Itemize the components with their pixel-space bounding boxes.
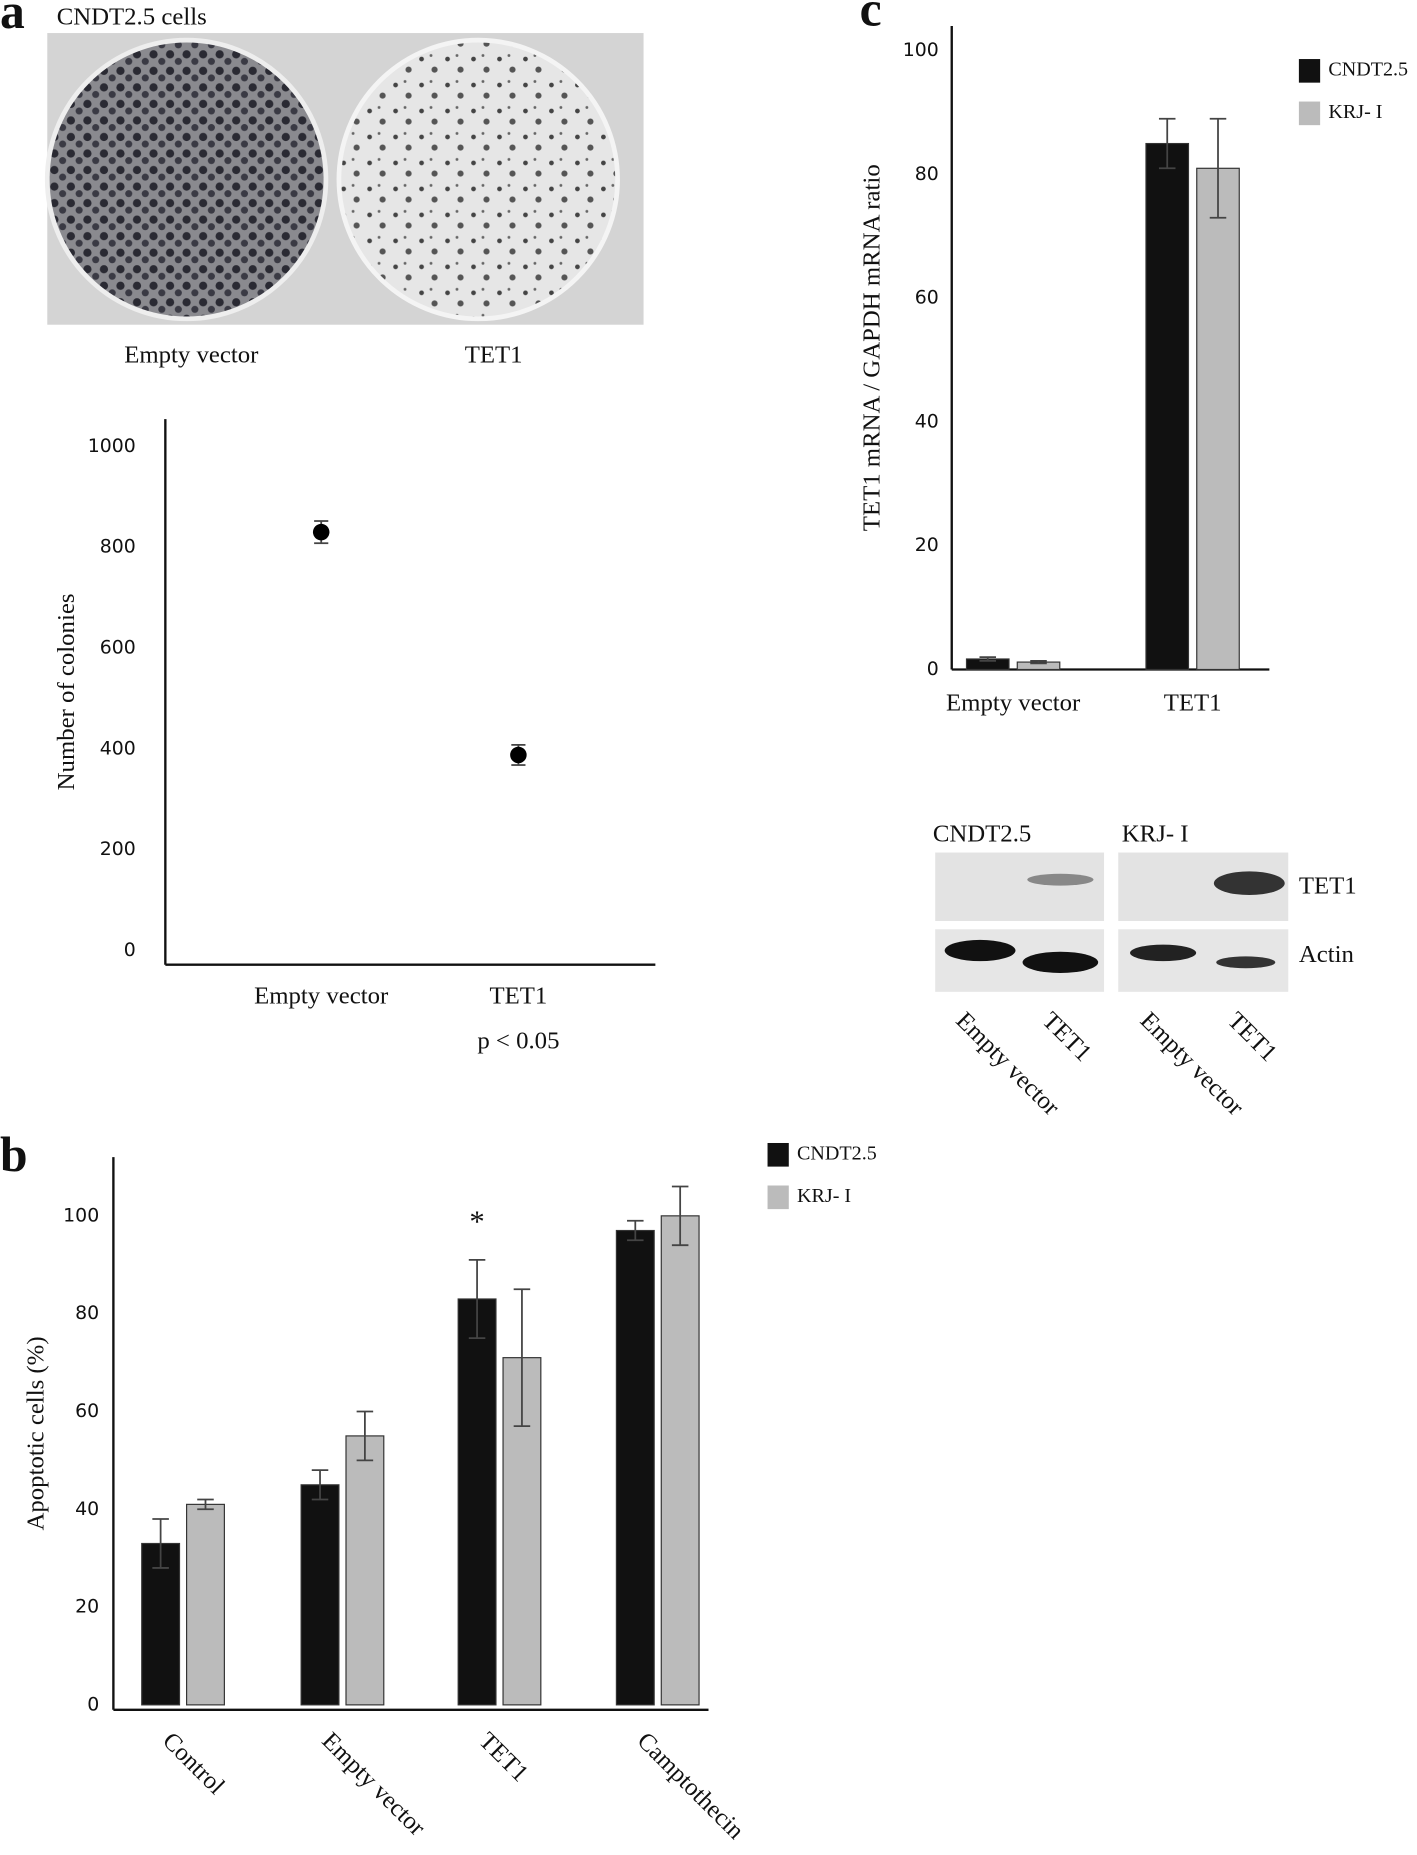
bar (660, 1215, 700, 1706)
band (1027, 873, 1094, 886)
x-tick-label: Control (157, 1727, 230, 1800)
y-tick-label: 100 (63, 1204, 99, 1226)
blot-lane-label: TET1 (1037, 1007, 1097, 1067)
blot-band-label: TET1 (1299, 873, 1357, 900)
photo-title: CNDT2.5 cells (57, 4, 207, 31)
dot (312, 523, 330, 541)
y-tick-label: 20 (75, 1596, 99, 1618)
blot-panel (935, 852, 1105, 922)
bar (457, 1298, 497, 1706)
legend-swatch (767, 1142, 789, 1167)
y-axis-label: TET1 mRNA / GAPDH mRNA ratio (858, 164, 885, 531)
y-tick-label: 0 (124, 939, 136, 961)
y-axis-label: Apoptotic cells (%) (23, 1336, 50, 1530)
band (1022, 951, 1099, 973)
panel-label: a (0, 0, 25, 39)
bar (186, 1503, 225, 1706)
dot (510, 746, 527, 764)
panel-label: b (0, 1127, 28, 1182)
blot-lane-label: TET1 (1222, 1007, 1282, 1067)
y-tick-label: 0 (87, 1693, 99, 1715)
annotation: * (469, 1204, 484, 1238)
band (1213, 871, 1285, 896)
bar (141, 1542, 181, 1706)
y-tick-label: 0 (927, 658, 939, 680)
annotation: p < 0.05 (477, 1027, 559, 1054)
x-tick-label: Empty vector (254, 982, 389, 1009)
y-tick-label: 60 (75, 1400, 99, 1422)
panel-label: c (860, 0, 882, 37)
y-tick-label: 100 (903, 39, 939, 61)
y-tick-label: 600 (100, 637, 136, 659)
photo-label: Empty vector (124, 341, 259, 368)
bar (1196, 167, 1240, 671)
bar (1145, 142, 1190, 671)
legend-swatch (1298, 59, 1321, 83)
legend-swatch (767, 1185, 789, 1210)
x-tick-label: TET1 (474, 1727, 534, 1787)
legend-label: CNDT2.5 (1328, 58, 1408, 80)
blot-band-label: Actin (1299, 941, 1355, 968)
legend-label: KRJ- I (797, 1185, 851, 1207)
x-tick-label: TET1 (1164, 690, 1222, 717)
photo-label: TET1 (465, 341, 523, 368)
dish (336, 37, 620, 322)
band (944, 939, 1016, 962)
y-tick-label: 60 (915, 287, 939, 309)
y-tick-label: 80 (75, 1302, 99, 1324)
x-tick-label: Empty vector (946, 690, 1081, 717)
y-tick-label: 40 (75, 1498, 99, 1520)
bar (300, 1484, 340, 1706)
band (1130, 944, 1197, 962)
x-tick-label: Camptothecin (632, 1727, 750, 1845)
dish (44, 37, 329, 322)
x-tick-label: Empty vector (316, 1727, 431, 1842)
y-tick-label: 800 (100, 536, 136, 558)
legend-label: KRJ- I (1328, 101, 1382, 123)
x-tick-label: TET1 (489, 982, 547, 1009)
y-tick-label: 400 (100, 737, 136, 759)
bar (615, 1229, 655, 1706)
y-tick-label: 40 (915, 410, 939, 432)
y-tick-label: 1000 (88, 435, 136, 457)
bar (345, 1435, 385, 1706)
y-tick-label: 20 (915, 534, 939, 556)
y-tick-label: 200 (100, 838, 136, 860)
y-axis-label: Number of colonies (53, 594, 80, 791)
band (1216, 956, 1276, 969)
legend-label: CNDT2.5 (797, 1142, 877, 1164)
legend-swatch (1298, 101, 1321, 126)
y-tick-label: 80 (915, 163, 939, 185)
blot-cell-line: KRJ- I (1122, 821, 1189, 848)
blot-cell-line: CNDT2.5 (933, 821, 1031, 848)
